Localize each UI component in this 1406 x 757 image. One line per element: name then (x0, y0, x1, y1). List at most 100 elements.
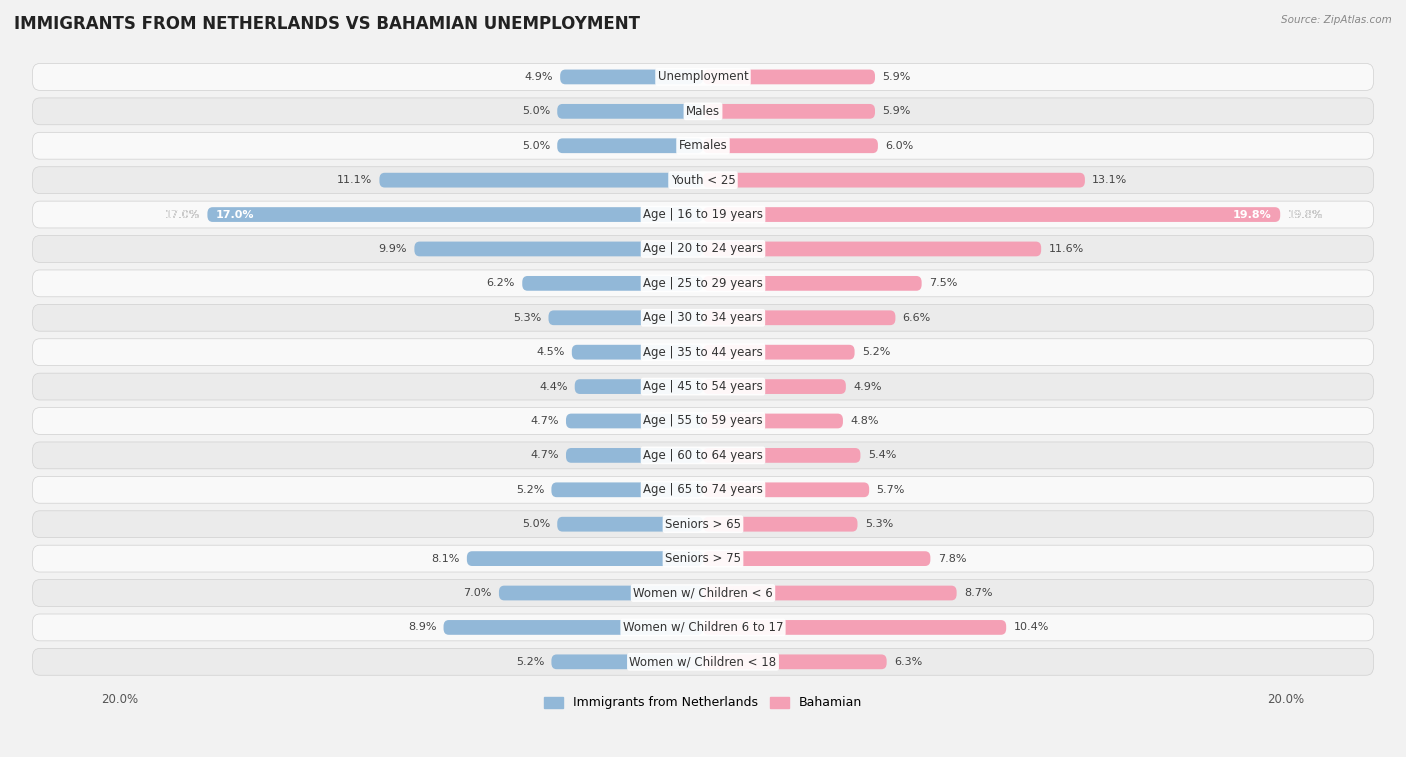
Text: 5.0%: 5.0% (522, 106, 550, 117)
Text: 7.0%: 7.0% (463, 588, 492, 598)
Text: Age | 60 to 64 years: Age | 60 to 64 years (643, 449, 763, 462)
FancyBboxPatch shape (32, 511, 1374, 537)
FancyBboxPatch shape (467, 551, 703, 566)
FancyBboxPatch shape (32, 339, 1374, 366)
FancyBboxPatch shape (32, 580, 1374, 606)
Text: 9.9%: 9.9% (378, 244, 408, 254)
Text: 7.5%: 7.5% (929, 279, 957, 288)
FancyBboxPatch shape (703, 551, 931, 566)
FancyBboxPatch shape (557, 139, 703, 153)
FancyBboxPatch shape (703, 586, 956, 600)
FancyBboxPatch shape (32, 98, 1374, 125)
Text: Youth < 25: Youth < 25 (671, 173, 735, 187)
Text: Age | 25 to 29 years: Age | 25 to 29 years (643, 277, 763, 290)
Text: 13.1%: 13.1% (1092, 175, 1128, 185)
FancyBboxPatch shape (575, 379, 703, 394)
FancyBboxPatch shape (703, 517, 858, 531)
Text: Women w/ Children < 18: Women w/ Children < 18 (630, 656, 776, 668)
Text: 5.9%: 5.9% (883, 106, 911, 117)
FancyBboxPatch shape (703, 620, 1007, 635)
FancyBboxPatch shape (703, 70, 875, 84)
FancyBboxPatch shape (557, 104, 703, 119)
Text: 8.1%: 8.1% (432, 553, 460, 564)
Text: Women w/ Children 6 to 17: Women w/ Children 6 to 17 (623, 621, 783, 634)
Text: 11.6%: 11.6% (1049, 244, 1084, 254)
Text: 4.8%: 4.8% (851, 416, 879, 426)
FancyBboxPatch shape (32, 407, 1374, 435)
Text: 4.5%: 4.5% (536, 347, 565, 357)
Text: Age | 55 to 59 years: Age | 55 to 59 years (643, 415, 763, 428)
FancyBboxPatch shape (703, 379, 846, 394)
Text: 11.1%: 11.1% (337, 175, 373, 185)
Legend: Immigrants from Netherlands, Bahamian: Immigrants from Netherlands, Bahamian (538, 691, 868, 715)
Text: 5.3%: 5.3% (513, 313, 541, 322)
Text: 6.2%: 6.2% (486, 279, 515, 288)
Text: 4.9%: 4.9% (853, 382, 882, 391)
Text: 19.8%: 19.8% (1288, 210, 1323, 220)
FancyBboxPatch shape (567, 448, 703, 463)
FancyBboxPatch shape (32, 545, 1374, 572)
Text: 6.3%: 6.3% (894, 657, 922, 667)
FancyBboxPatch shape (572, 344, 703, 360)
FancyBboxPatch shape (703, 310, 896, 326)
FancyBboxPatch shape (32, 201, 1374, 228)
FancyBboxPatch shape (703, 139, 877, 153)
FancyBboxPatch shape (703, 207, 1281, 222)
FancyBboxPatch shape (32, 270, 1374, 297)
FancyBboxPatch shape (32, 649, 1374, 675)
FancyBboxPatch shape (32, 476, 1374, 503)
Text: Source: ZipAtlas.com: Source: ZipAtlas.com (1281, 15, 1392, 25)
FancyBboxPatch shape (703, 276, 922, 291)
Text: 19.8%: 19.8% (1288, 210, 1323, 220)
Text: 5.2%: 5.2% (516, 657, 544, 667)
FancyBboxPatch shape (703, 241, 1042, 257)
Text: IMMIGRANTS FROM NETHERLANDS VS BAHAMIAN UNEMPLOYMENT: IMMIGRANTS FROM NETHERLANDS VS BAHAMIAN … (14, 15, 640, 33)
FancyBboxPatch shape (32, 64, 1374, 90)
Text: 7.8%: 7.8% (938, 553, 966, 564)
FancyBboxPatch shape (567, 413, 703, 428)
Text: Age | 20 to 24 years: Age | 20 to 24 years (643, 242, 763, 255)
FancyBboxPatch shape (551, 655, 703, 669)
Text: 5.0%: 5.0% (522, 141, 550, 151)
Text: 6.6%: 6.6% (903, 313, 931, 322)
Text: 10.4%: 10.4% (1014, 622, 1049, 632)
FancyBboxPatch shape (32, 304, 1374, 332)
Text: Unemployment: Unemployment (658, 70, 748, 83)
FancyBboxPatch shape (703, 344, 855, 360)
Text: Seniors > 75: Seniors > 75 (665, 552, 741, 565)
Text: Women w/ Children < 6: Women w/ Children < 6 (633, 587, 773, 600)
FancyBboxPatch shape (703, 413, 844, 428)
Text: 4.7%: 4.7% (530, 450, 558, 460)
FancyBboxPatch shape (32, 442, 1374, 469)
Text: 5.2%: 5.2% (516, 484, 544, 495)
FancyBboxPatch shape (703, 448, 860, 463)
FancyBboxPatch shape (551, 482, 703, 497)
Text: 5.7%: 5.7% (876, 484, 905, 495)
Text: 5.4%: 5.4% (868, 450, 896, 460)
Text: 4.9%: 4.9% (524, 72, 553, 82)
FancyBboxPatch shape (560, 70, 703, 84)
Text: 19.8%: 19.8% (1233, 210, 1271, 220)
Text: 4.4%: 4.4% (538, 382, 568, 391)
Text: Seniors > 65: Seniors > 65 (665, 518, 741, 531)
Text: Age | 16 to 19 years: Age | 16 to 19 years (643, 208, 763, 221)
Text: 17.0%: 17.0% (165, 210, 200, 220)
FancyBboxPatch shape (32, 132, 1374, 159)
Text: 8.7%: 8.7% (965, 588, 993, 598)
FancyBboxPatch shape (380, 173, 703, 188)
Text: 5.9%: 5.9% (883, 72, 911, 82)
FancyBboxPatch shape (557, 517, 703, 531)
FancyBboxPatch shape (32, 614, 1374, 641)
FancyBboxPatch shape (32, 373, 1374, 400)
Text: Age | 35 to 44 years: Age | 35 to 44 years (643, 346, 763, 359)
Text: Age | 30 to 34 years: Age | 30 to 34 years (643, 311, 763, 324)
Text: 17.0%: 17.0% (217, 210, 254, 220)
Text: Males: Males (686, 104, 720, 118)
FancyBboxPatch shape (499, 586, 703, 600)
FancyBboxPatch shape (703, 655, 887, 669)
Text: 5.2%: 5.2% (862, 347, 890, 357)
FancyBboxPatch shape (415, 241, 703, 257)
Text: Age | 45 to 54 years: Age | 45 to 54 years (643, 380, 763, 393)
Text: 17.0%: 17.0% (165, 210, 200, 220)
FancyBboxPatch shape (703, 104, 875, 119)
